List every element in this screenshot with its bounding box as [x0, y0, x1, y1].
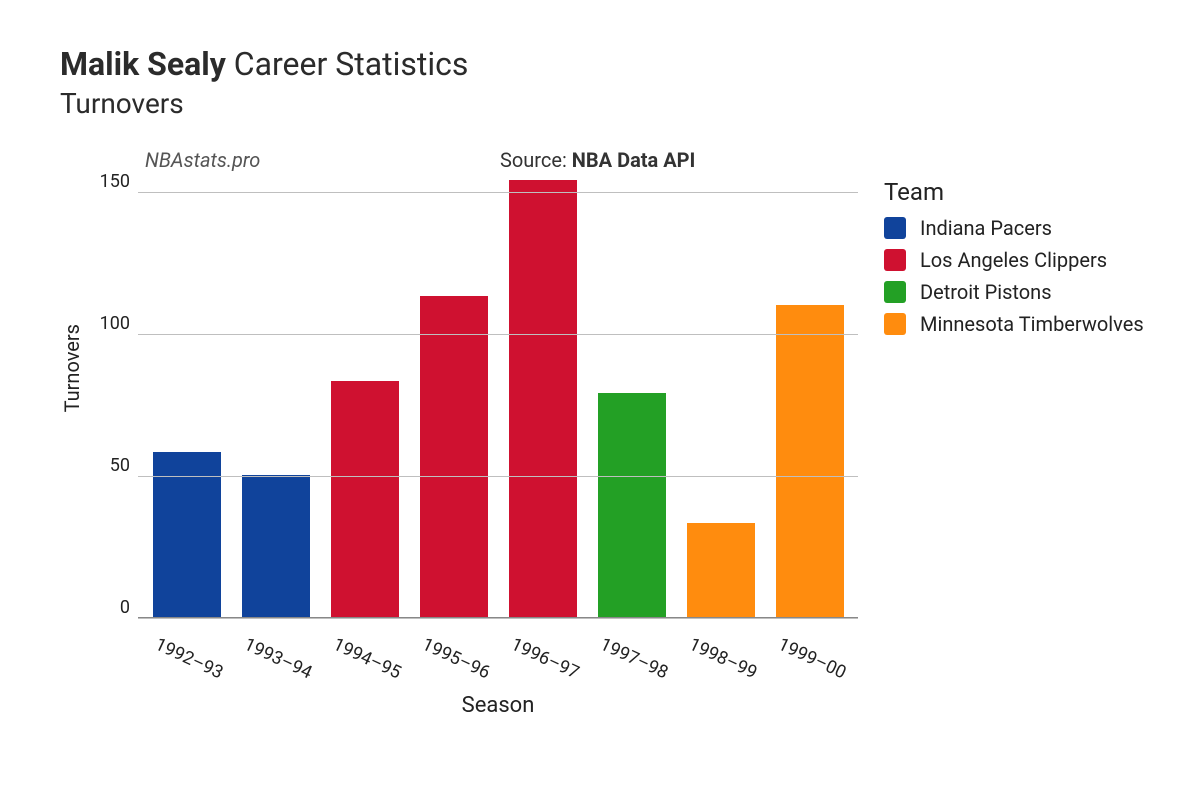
x-axis-title: Season	[138, 693, 858, 718]
y-axis-ticks: 150100500	[92, 178, 138, 618]
legend-swatch	[884, 281, 906, 303]
source-label: Source:	[500, 148, 567, 172]
gridline	[138, 618, 858, 619]
bar	[687, 523, 755, 617]
x-tick: 1998–99	[685, 634, 756, 682]
legend: Team Indiana Pacers Los Angeles Clippers D…	[884, 178, 1144, 344]
legend-label: Indiana Pacers	[920, 216, 1052, 240]
legend-label: Detroit Pistons	[920, 280, 1052, 304]
legend-swatch	[884, 249, 906, 271]
plot-area: 1992–931993–941994–951995–961996–971997–…	[138, 178, 858, 618]
bar	[242, 475, 310, 617]
legend-title: Team	[884, 178, 1144, 206]
x-tick: 1997–98	[596, 634, 667, 682]
legend-item: Minnesota Timberwolves	[884, 312, 1144, 336]
x-tick: 1993–94	[240, 634, 311, 682]
source-annotation: Source: NBA Data API	[500, 148, 695, 172]
chart-container: Malik Sealy Career Statistics Turnovers …	[60, 45, 1160, 618]
bar	[509, 180, 577, 617]
x-tick: 1994–95	[329, 634, 400, 682]
source-name: NBA Data API	[572, 148, 696, 172]
legend-swatch	[884, 313, 906, 335]
annotation-row: NBAstats.pro Source: NBA Data API	[60, 148, 1160, 174]
y-axis-title: Turnovers	[60, 324, 84, 412]
player-name: Malik Sealy	[60, 45, 226, 83]
legend-item: Detroit Pistons	[884, 280, 1144, 304]
legend-item: Indiana Pacers	[884, 216, 1144, 240]
legend-label: Minnesota Timberwolves	[920, 312, 1144, 336]
legend-label: Los Angeles Clippers	[920, 248, 1107, 272]
chart-title-line1: Malik Sealy Career Statistics	[60, 45, 1160, 83]
gridline	[138, 334, 858, 335]
bar	[776, 305, 844, 617]
bars-group	[138, 178, 858, 617]
chart-subtitle: Turnovers	[60, 87, 1160, 120]
x-tick: 1999–00	[774, 634, 845, 682]
x-axis-ticks: 1992–931993–941994–951995–961996–971997–…	[138, 617, 858, 638]
x-tick: 1992–93	[151, 634, 222, 682]
site-watermark: NBAstats.pro	[145, 148, 260, 172]
bar	[598, 393, 666, 617]
legend-items: Indiana Pacers Los Angeles Clippers Detroi…	[884, 216, 1144, 336]
plot-row: Turnovers 150100500 1992–931993–941994–9…	[60, 178, 1160, 618]
x-tick: 1995–96	[418, 634, 489, 682]
legend-item: Los Angeles Clippers	[884, 248, 1144, 272]
bar	[420, 296, 488, 617]
gridline	[138, 476, 858, 477]
bar	[331, 381, 399, 617]
legend-swatch	[884, 217, 906, 239]
x-tick: 1996–97	[507, 634, 578, 682]
title-suffix: Career Statistics	[234, 45, 469, 83]
gridline	[138, 192, 858, 193]
